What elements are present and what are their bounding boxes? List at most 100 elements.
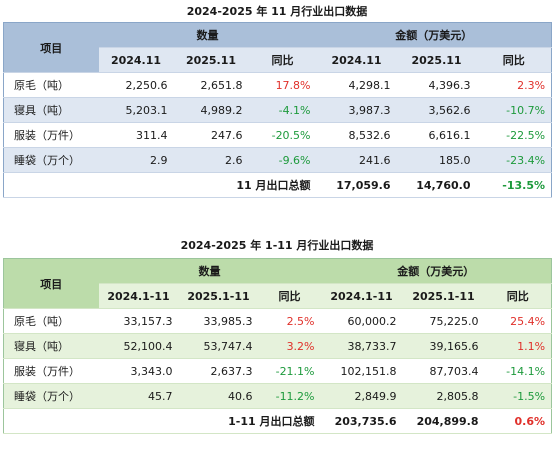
total-prev: 203,735.6 [320,408,403,434]
amt-curr: 6,616.1 [396,122,477,148]
qty-curr: 2.6 [173,147,249,173]
qty-prev: 33,157.3 [98,308,179,334]
amt-yoy: 25.4% [484,308,552,334]
table-row: 服装（万件） 311.4 247.6 -20.5% 8,532.6 6,616.… [3,122,552,148]
subheader-qty-prev: 2024.1-11 [98,283,179,309]
qty-prev: 5,203.1 [98,97,174,123]
total-yoy: -13.5% [476,172,552,198]
table-row: 原毛（吨） 2,250.6 2,651.8 17.8% 4,298.1 4,39… [3,72,552,98]
amt-prev: 8,532.6 [316,122,397,148]
amt-curr: 87,703.4 [402,358,485,384]
row-label: 服装（万件） [3,358,99,384]
table-row: 睡袋（万个） 2.9 2.6 -9.6% 241.6 185.0 -23.4% [3,147,552,173]
amt-curr: 39,165.6 [402,333,485,359]
amt-prev: 4,298.1 [316,72,397,98]
november-export-table: 项目 数量 金额（万美元） 2024.11 2025.11 同比 2024.11… [3,22,553,198]
total-prev: 17,059.6 [316,172,397,198]
qty-curr: 247.6 [173,122,249,148]
qty-curr: 33,985.3 [178,308,259,334]
quantity-header: 数量 [98,258,321,284]
table2-subheader-row: 2024.1-11 2025.1-11 同比 2024.1-11 2025.1-… [4,283,552,309]
amt-prev: 102,151.8 [320,358,403,384]
qty-curr: 40.6 [178,383,259,409]
ytd-export-table: 项目 数量 金额（万美元） 2024.1-11 2025.1-11 同比 202… [3,258,553,434]
amt-yoy: -10.7% [476,97,552,123]
table-row: 寝具（吨） 52,100.4 53,747.4 3.2% 38,733.7 39… [3,333,552,359]
qty-yoy: -9.6% [248,147,317,173]
amt-curr: 185.0 [396,147,477,173]
table1-subheader-row: 2024.11 2025.11 同比 2024.11 2025.11 同比 [4,47,552,73]
amt-yoy: -22.5% [476,122,552,148]
row-label: 睡袋（万个） [3,147,99,173]
total-label: 11 月出口总额 [3,172,317,198]
table2-title: 2024-2025 年 1-11 月行业出口数据 [180,239,374,252]
amt-prev: 241.6 [316,147,397,173]
qty-yoy: -20.5% [248,122,317,148]
row-label: 原毛（吨） [3,72,99,98]
row-label: 原毛（吨） [3,308,99,334]
amt-curr: 2,805.8 [402,383,485,409]
amt-prev: 60,000.2 [320,308,403,334]
table-row: 服装（万件） 3,343.0 2,637.3 -21.1% 102,151.8 … [3,358,552,384]
amount-header: 金额（万美元） [320,258,552,284]
table1-group-header-row: 项目 数量 金额（万美元） [3,22,552,73]
subheader-amt-prev: 2024.1-11 [320,283,403,309]
qty-prev: 3,343.0 [98,358,179,384]
total-yoy: 0.6% [484,408,552,434]
amount-header: 金额（万美元） [316,22,552,48]
amt-curr: 4,396.3 [396,72,477,98]
qty-prev: 45.7 [98,383,179,409]
amt-curr: 75,225.0 [402,308,485,334]
subheader-qty-curr: 2025.1-11 [178,283,259,309]
qty-curr: 2,651.8 [173,72,249,98]
subheader-amt-curr: 2025.11 [396,47,477,73]
amt-yoy: -23.4% [476,147,552,173]
subheader-qty-prev: 2024.11 [98,47,174,73]
qty-yoy: -11.2% [258,383,321,409]
qty-prev: 311.4 [98,122,174,148]
subheader-amt-curr: 2025.1-11 [402,283,485,309]
amt-prev: 2,849.9 [320,383,403,409]
subheader-qty-yoy: 同比 [248,47,317,73]
row-label: 睡袋（万个） [3,383,99,409]
qty-yoy: 2.5% [258,308,321,334]
amt-curr: 3,562.6 [396,97,477,123]
total-row: 11 月出口总额 17,059.6 14,760.0 -13.5% [3,172,552,198]
row-label: 服装（万件） [3,122,99,148]
amt-yoy: 1.1% [484,333,552,359]
qty-prev: 52,100.4 [98,333,179,359]
qty-yoy: 3.2% [258,333,321,359]
total-label: 1-11 月出口总额 [3,408,321,434]
subheader-qty-yoy: 同比 [258,283,321,309]
amt-prev: 3,987.3 [316,97,397,123]
row-label: 寝具（吨） [3,333,99,359]
amt-prev: 38,733.7 [320,333,403,359]
row-label: 寝具（吨） [3,97,99,123]
amt-yoy: -1.5% [484,383,552,409]
table-row: 原毛（吨） 33,157.3 33,985.3 2.5% 60,000.2 75… [3,308,552,334]
amt-yoy: 2.3% [476,72,552,98]
qty-yoy: -21.1% [258,358,321,384]
qty-curr: 53,747.4 [178,333,259,359]
subheader-amt-prev: 2024.11 [316,47,397,73]
table-row: 寝具（吨） 5,203.1 4,989.2 -4.1% 3,987.3 3,56… [3,97,552,123]
qty-yoy: -4.1% [248,97,317,123]
qty-prev: 2.9 [98,147,174,173]
total-curr: 204,899.8 [402,408,485,434]
subheader-amt-yoy: 同比 [476,47,552,73]
quantity-header: 数量 [98,22,317,48]
amt-yoy: -14.1% [484,358,552,384]
table-row: 睡袋（万个） 45.7 40.6 -11.2% 2,849.9 2,805.8 … [3,383,552,409]
item-header: 项目 [3,22,99,73]
qty-curr: 2,637.3 [178,358,259,384]
total-curr: 14,760.0 [396,172,477,198]
qty-prev: 2,250.6 [98,72,174,98]
subheader-qty-curr: 2025.11 [173,47,249,73]
total-row: 1-11 月出口总额 203,735.6 204,899.8 0.6% [3,408,552,434]
qty-yoy: 17.8% [248,72,317,98]
table2-group-header-row: 项目 数量 金额（万美元） [3,258,552,309]
table1-title: 2024-2025 年 11 月行业出口数据 [186,5,368,18]
subheader-amt-yoy: 同比 [484,283,552,309]
item-header: 项目 [3,258,99,309]
qty-curr: 4,989.2 [173,97,249,123]
